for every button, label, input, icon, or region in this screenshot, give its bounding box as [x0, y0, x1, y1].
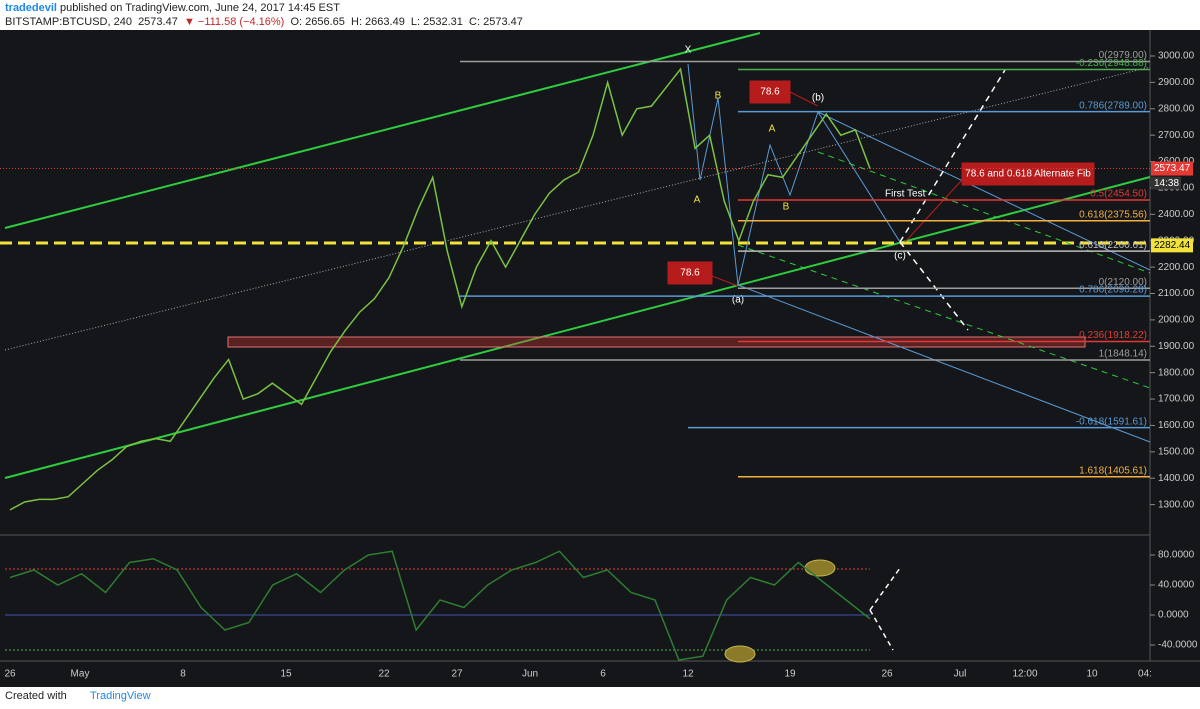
price-marker-label: 2573.47	[1154, 163, 1191, 174]
countdown: 14:38	[1154, 178, 1179, 189]
price-marker	[1151, 161, 1193, 176]
price-line	[9, 67, 871, 511]
chart: X A B A B (a) (b) (c) First Test 78.6 78…	[0, 30, 1200, 687]
wave-label: B	[715, 91, 722, 102]
arrow-up	[899, 69, 1006, 243]
x-tick-label: Jun	[522, 669, 538, 680]
y-tick-label: 2000.00	[1158, 315, 1195, 326]
countdown-box	[1151, 176, 1181, 190]
x-tick-label: 27	[451, 669, 463, 680]
callout-text: 78.6 and 0.618 Alternate Fib	[965, 169, 1091, 180]
y-tick-label: 2400.00	[1158, 209, 1195, 220]
fib-label: 0.5(2454.50)	[1090, 189, 1147, 200]
ohlc: O: 2656.65 H: 2663.49 L: 2532.31 C: 2573…	[290, 16, 523, 28]
x-tick-label: 26	[4, 669, 16, 680]
wave-label: (a)	[732, 295, 744, 306]
x-tick-label: 15	[280, 669, 292, 680]
footer: Created with TradingView	[0, 687, 1200, 709]
callout-text: 78.6	[760, 87, 780, 98]
fib-label: -0.236(2948.88)	[1076, 58, 1147, 69]
fork-4	[817, 151, 1151, 274]
wave-label: (b)	[812, 93, 824, 104]
price-marker	[1151, 238, 1193, 253]
callout-text: 78.6	[680, 268, 700, 279]
y-tick-label: 1300.00	[1158, 499, 1195, 510]
wave-label: (c)	[894, 251, 906, 262]
y-tick-label: 2700.00	[1158, 130, 1195, 141]
symbol: BITSTAMP:BTCUSD, 240	[5, 16, 132, 28]
fib-label: 0.618(2260.61)	[1079, 240, 1147, 251]
note: First Test	[885, 189, 926, 200]
callout-box	[667, 261, 739, 287]
osc-tick-label: 80.0000	[1158, 550, 1195, 561]
osc-line	[9, 550, 871, 661]
fib-label: 1(1848.14)	[1099, 349, 1147, 360]
x-tick-label: 10	[1086, 669, 1098, 680]
x-tick-label: May	[71, 669, 90, 680]
osc-arrow-down	[869, 609, 894, 651]
price-marker-label: 2282.44	[1154, 240, 1191, 251]
wave-label: A	[769, 124, 776, 135]
fib-label: -0.618(1591.61)	[1076, 416, 1147, 427]
osc-tick-label: -40.0000	[1158, 640, 1198, 651]
harmonic	[687, 63, 901, 286]
osc-tick-label: 0.0000	[1158, 610, 1189, 621]
x-tick-label: 12:00	[1012, 669, 1037, 680]
y-tick-label: 1700.00	[1158, 394, 1195, 405]
fib-label: 1.618(1405.61)	[1079, 465, 1147, 476]
y-tick-label: 2100.00	[1158, 288, 1195, 299]
fib-label: 0.236(1918.22)	[1079, 330, 1147, 341]
fork-1	[737, 284, 1151, 443]
y-tick-label: 1900.00	[1158, 341, 1195, 352]
chart-bg	[0, 30, 1200, 687]
x-tick-label: 12	[682, 669, 694, 680]
y-tick-label: 1600.00	[1158, 420, 1195, 431]
x-tick-label: 26	[881, 669, 893, 680]
fib-label: 0.786(2090.28)	[1079, 285, 1147, 296]
channel-bottom	[4, 176, 1151, 479]
fib-label: 0.786(2789.00)	[1079, 100, 1147, 111]
last: 2573.47	[138, 16, 178, 28]
brand[interactable]: TradingView	[90, 690, 151, 702]
change: ▼ −111.58 (−4.16%)	[183, 16, 285, 28]
x-tick-label: 6	[600, 669, 606, 680]
x-tick-label: 04:	[1138, 669, 1152, 680]
osc-tick-label: 40.0000	[1158, 580, 1195, 591]
x-tick-label: 22	[378, 669, 390, 680]
x-tick-label: Jul	[954, 669, 967, 680]
y-tick-label: 2900.00	[1158, 77, 1195, 88]
drawings	[0, 32, 1151, 663]
y-tick-label: 2800.00	[1158, 103, 1195, 114]
published: published on TradingView.com, June 24, 2…	[60, 2, 340, 14]
fib-label: 0(2979.00)	[1099, 50, 1147, 61]
fib-label: 0(2120.00)	[1099, 277, 1147, 288]
header: tradedevil published on TradingView.com,…	[0, 0, 1200, 30]
callout-box	[749, 80, 819, 107]
fork-2	[817, 111, 1151, 271]
wave-label: A	[694, 195, 701, 206]
arrow-down	[899, 241, 969, 331]
wave-label: X	[685, 45, 692, 56]
x-tick-label: 19	[784, 669, 796, 680]
y-tick-label: 1800.00	[1158, 367, 1195, 378]
y-tick-label: 2200.00	[1158, 262, 1195, 273]
x-tick-label: 8	[180, 669, 186, 680]
y-tick-label: 1400.00	[1158, 473, 1195, 484]
labels: X A B A B (a) (b) (c) First Test 78.6 78…	[680, 45, 1091, 306]
osc-highlight	[724, 645, 756, 663]
wave-label: B	[783, 202, 790, 213]
created: Created with	[5, 690, 67, 702]
osc-highlight	[804, 559, 836, 577]
author[interactable]: tradedevil	[5, 2, 57, 14]
y-tick-label: 3000.00	[1158, 51, 1195, 62]
channel-top	[4, 32, 761, 229]
callout-box	[904, 162, 1095, 243]
fork-3	[737, 244, 1151, 389]
fib-label: 0.618(2375.56)	[1079, 209, 1147, 220]
y-tick-label: 1500.00	[1158, 446, 1195, 457]
